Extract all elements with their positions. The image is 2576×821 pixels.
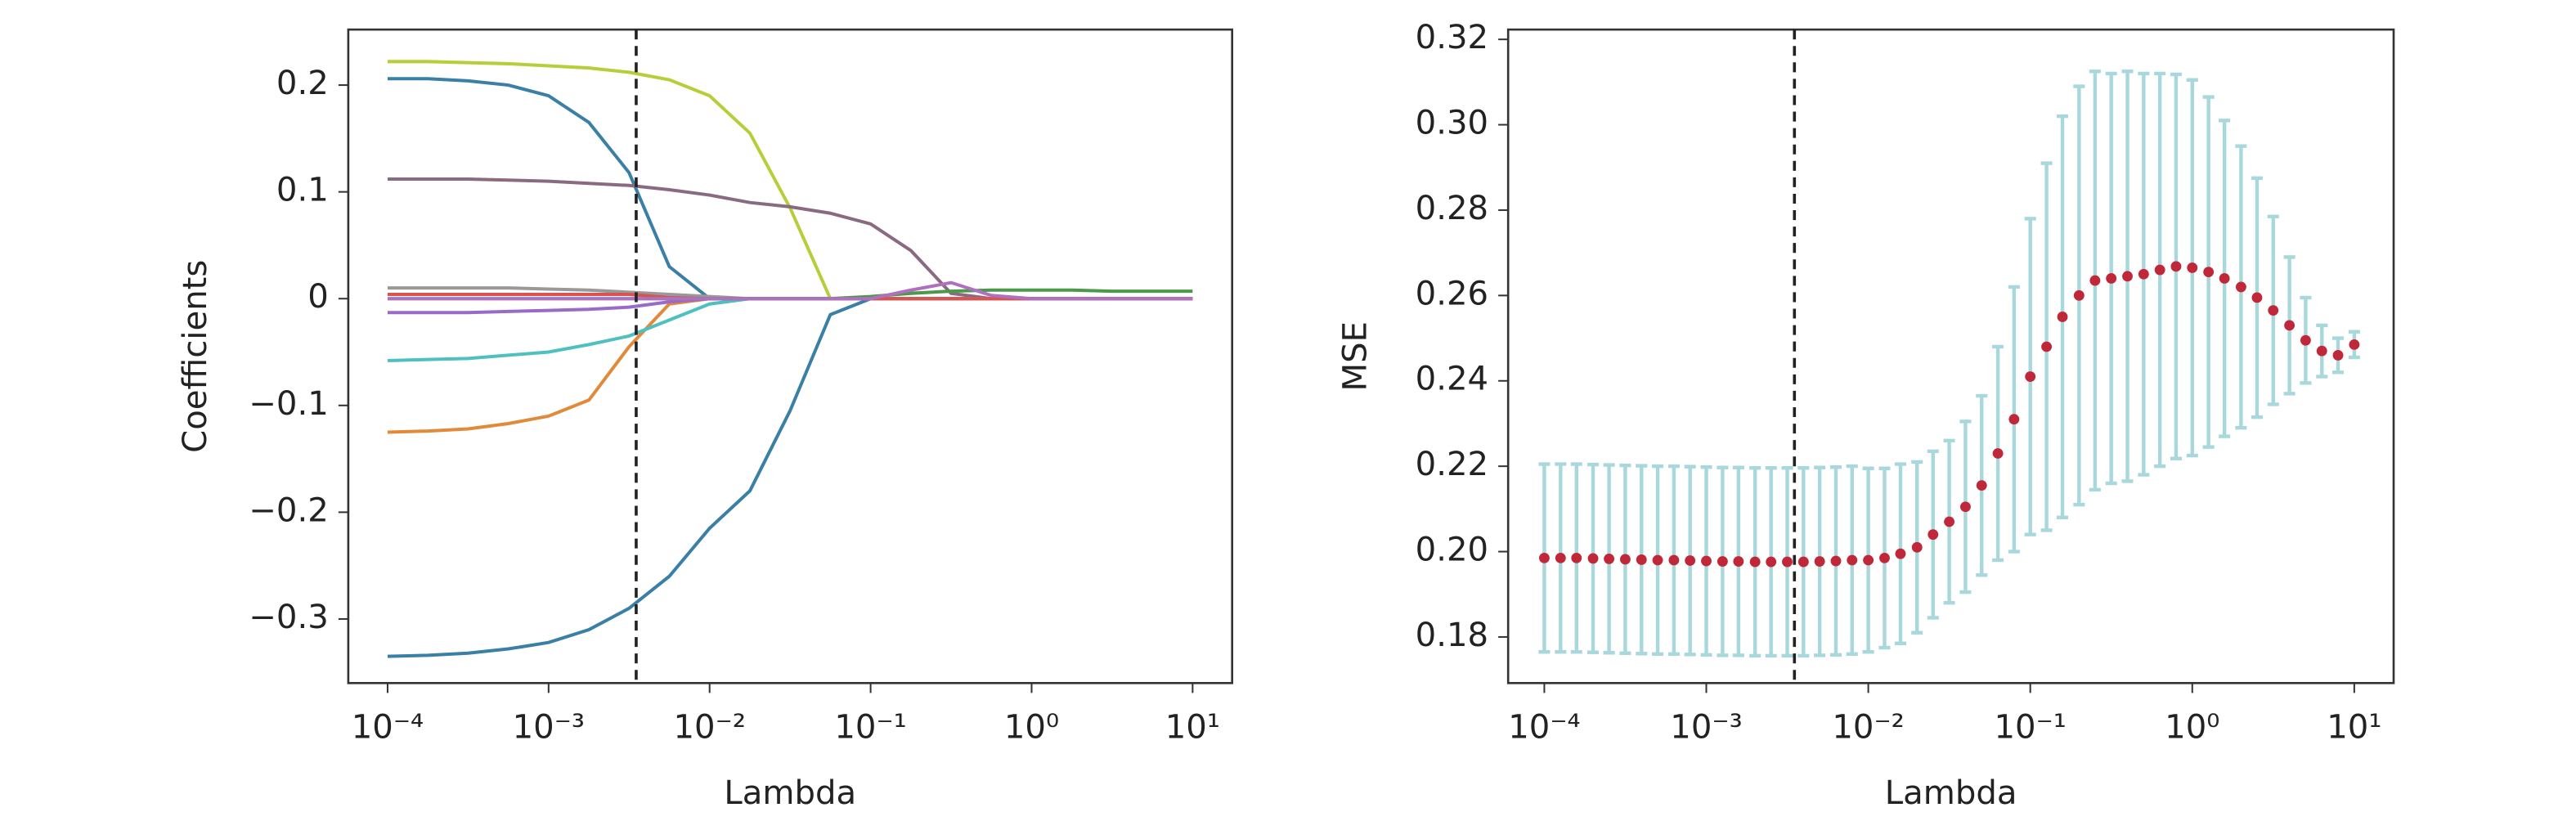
y-axis-label: MSE	[1336, 321, 1374, 391]
coefficient-path	[387, 297, 1193, 658]
mse-point	[2138, 268, 2149, 280]
y-tick-label: −0.2	[249, 491, 329, 529]
mse-point	[2025, 371, 2036, 382]
mse-point	[1847, 554, 1858, 566]
mse-point	[2154, 264, 2165, 276]
x-tick-label: 10⁻²	[1832, 709, 1904, 747]
y-tick-label: 0.18	[1416, 617, 1488, 654]
mse-point	[1928, 529, 1939, 541]
y-tick-label: 0.30	[1416, 105, 1488, 142]
mse-point	[1652, 554, 1663, 566]
y-tick-label: 0.28	[1416, 190, 1488, 227]
y-tick-label: 0.20	[1416, 532, 1488, 569]
mse-point	[1668, 554, 1680, 566]
mse-point	[2057, 312, 2068, 322]
mse-point	[1685, 555, 1696, 566]
mse-point	[2268, 305, 2279, 316]
mse-point	[1636, 554, 1647, 565]
mse-point	[1604, 554, 1615, 564]
coefficient-path	[387, 297, 1193, 315]
mse-point	[2284, 320, 2296, 331]
y-axis-label: Coefficients	[177, 260, 214, 453]
mse-point	[1992, 448, 2004, 459]
mse-point	[2008, 414, 2020, 425]
mse-point	[1733, 556, 1744, 567]
x-axis-label: Lambda	[1885, 774, 2017, 812]
plot-frame	[1506, 28, 2395, 684]
mse-point	[2041, 341, 2053, 352]
x-tick-label: 10⁻³	[513, 709, 585, 747]
y-tick-label: 0.1	[276, 172, 329, 209]
coefficient-path	[387, 177, 1193, 301]
x-tick-label: 10⁻⁴	[352, 709, 424, 747]
mse-point	[2073, 289, 2085, 301]
coefficient-path	[387, 77, 1193, 301]
y-tick-label: −0.1	[249, 385, 329, 423]
mse-point	[1555, 552, 1566, 563]
mse-point	[1944, 516, 1955, 527]
x-tick-label: 10⁰	[1004, 709, 1059, 747]
mse-point	[1766, 556, 1777, 568]
mse-point	[1619, 554, 1631, 565]
mse-point	[1863, 554, 1874, 566]
y-tick-label: 0.26	[1416, 275, 1488, 312]
x-tick-label: 10¹	[2327, 709, 2381, 747]
mse-point	[2251, 292, 2263, 303]
mse-point	[2170, 261, 2182, 272]
mse-point	[1814, 556, 1825, 567]
mse-point	[2349, 339, 2360, 350]
mse-point	[2300, 334, 2311, 346]
x-tick-label: 10⁻³	[1670, 709, 1742, 747]
mse-point	[2106, 273, 2117, 284]
mse-point	[1976, 480, 1987, 491]
mse-point	[2316, 345, 2327, 357]
mse-point	[2203, 267, 2215, 278]
mse-point	[2332, 350, 2344, 361]
mse-point	[1701, 555, 1712, 567]
x-tick-label: 10⁻¹	[1994, 709, 2066, 747]
mse-point	[2219, 273, 2230, 284]
mse-point	[1911, 541, 1923, 553]
mse-point	[1797, 556, 1809, 568]
mse-point	[1960, 501, 1971, 513]
x-tick-label: 10⁻¹	[834, 709, 906, 747]
mse-point	[2187, 262, 2198, 273]
coefficient-path	[387, 297, 1193, 362]
mse-point	[1539, 552, 1550, 563]
mse-point	[2089, 275, 2101, 286]
mse-point	[1587, 553, 1599, 564]
y-tick-label: 0.2	[276, 65, 329, 102]
x-tick-label: 10⁻⁴	[1508, 709, 1580, 747]
x-tick-label: 10¹	[1165, 709, 1220, 747]
y-tick-label: 0.32	[1416, 19, 1488, 56]
mse-point	[1895, 548, 1906, 559]
mse-point	[2122, 271, 2133, 282]
y-tick-label: 0.24	[1416, 361, 1488, 398]
y-tick-label: 0.22	[1416, 446, 1488, 483]
mse-point	[1830, 555, 1842, 567]
mse-point	[1749, 556, 1761, 568]
coefficient-path	[387, 280, 1193, 301]
x-tick-label: 10⁻²	[674, 709, 746, 747]
y-tick-label: 0	[307, 278, 329, 316]
mse-point	[1782, 556, 1793, 568]
y-tick-label: −0.3	[249, 599, 329, 636]
plot-frame	[347, 28, 1234, 684]
x-axis-label: Lambda	[724, 774, 856, 812]
mse-point	[1879, 552, 1890, 563]
mse-point	[1717, 556, 1728, 567]
mse-point	[2235, 281, 2246, 293]
x-tick-label: 10⁰	[2165, 709, 2219, 747]
mse-point	[1571, 552, 1582, 563]
